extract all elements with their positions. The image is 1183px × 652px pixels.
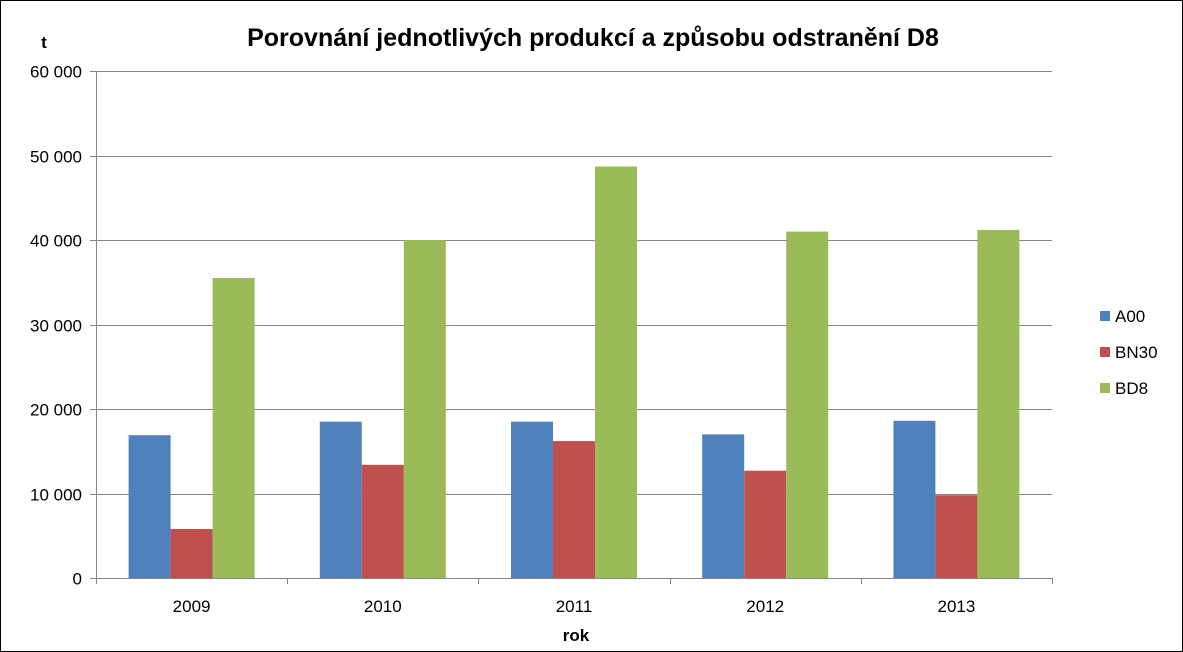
bar-a00-2012 <box>702 434 745 578</box>
chart-title: Porovnání jednotlivých produkcí a způsob… <box>247 24 939 52</box>
x-axis-label: rok <box>563 626 590 645</box>
bar-bd8-2012 <box>786 231 829 578</box>
y-tick-label: 10 000 <box>30 486 82 505</box>
y-tick-labels: 0 10 000 20 000 30 000 40 000 50 000 60 000 <box>30 63 82 589</box>
legend-swatch-bd8 <box>1100 383 1110 393</box>
x-tick-label: 2012 <box>746 597 784 616</box>
bar-bn30-2009 <box>170 529 213 578</box>
y-axis-label: t <box>41 33 47 52</box>
x-tick-label: 2010 <box>364 597 402 616</box>
bar-a00-2010 <box>319 421 362 578</box>
y-tick-label: 20 000 <box>30 401 82 420</box>
legend-label-bn30: BN30 <box>1115 343 1158 362</box>
bar-a00-2013 <box>893 420 936 578</box>
x-tick-label: 2013 <box>937 597 975 616</box>
bar-bd8-2011 <box>595 166 637 578</box>
x-tick-label: 2009 <box>173 597 211 616</box>
bar-bn30-2012 <box>744 470 787 578</box>
y-tick-label: 40 000 <box>30 232 82 251</box>
bar-bn30-2010 <box>361 464 404 578</box>
legend-label-a00: A00 <box>1115 307 1145 326</box>
x-tick-labels: 2009 2010 2011 2012 2013 <box>173 597 976 616</box>
y-tick-label: 50 000 <box>30 148 82 167</box>
y-tick-label: 30 000 <box>30 317 82 336</box>
gridlines <box>90 71 1052 579</box>
legend-swatch-a00 <box>1100 311 1110 321</box>
bar-a00-2011 <box>511 421 553 578</box>
bar-bn30-2013 <box>935 495 978 578</box>
legend-swatch-bn30 <box>1100 347 1110 357</box>
bar-bd8-2010 <box>403 240 446 578</box>
bar-a00-2009 <box>128 435 171 578</box>
bar-bd8-2013 <box>977 229 1020 578</box>
bar-bd8-2009 <box>212 278 255 578</box>
legend-label-bd8: BD8 <box>1115 379 1148 398</box>
y-tick-label: 0 <box>73 570 82 589</box>
x-tick-label: 2011 <box>556 597 593 616</box>
bars <box>128 166 1020 578</box>
bar-bn30-2011 <box>553 441 595 578</box>
y-tick-label: 60 000 <box>30 63 82 82</box>
axes <box>96 71 1053 584</box>
legend: A00 BN30 BD8 <box>1100 307 1158 398</box>
